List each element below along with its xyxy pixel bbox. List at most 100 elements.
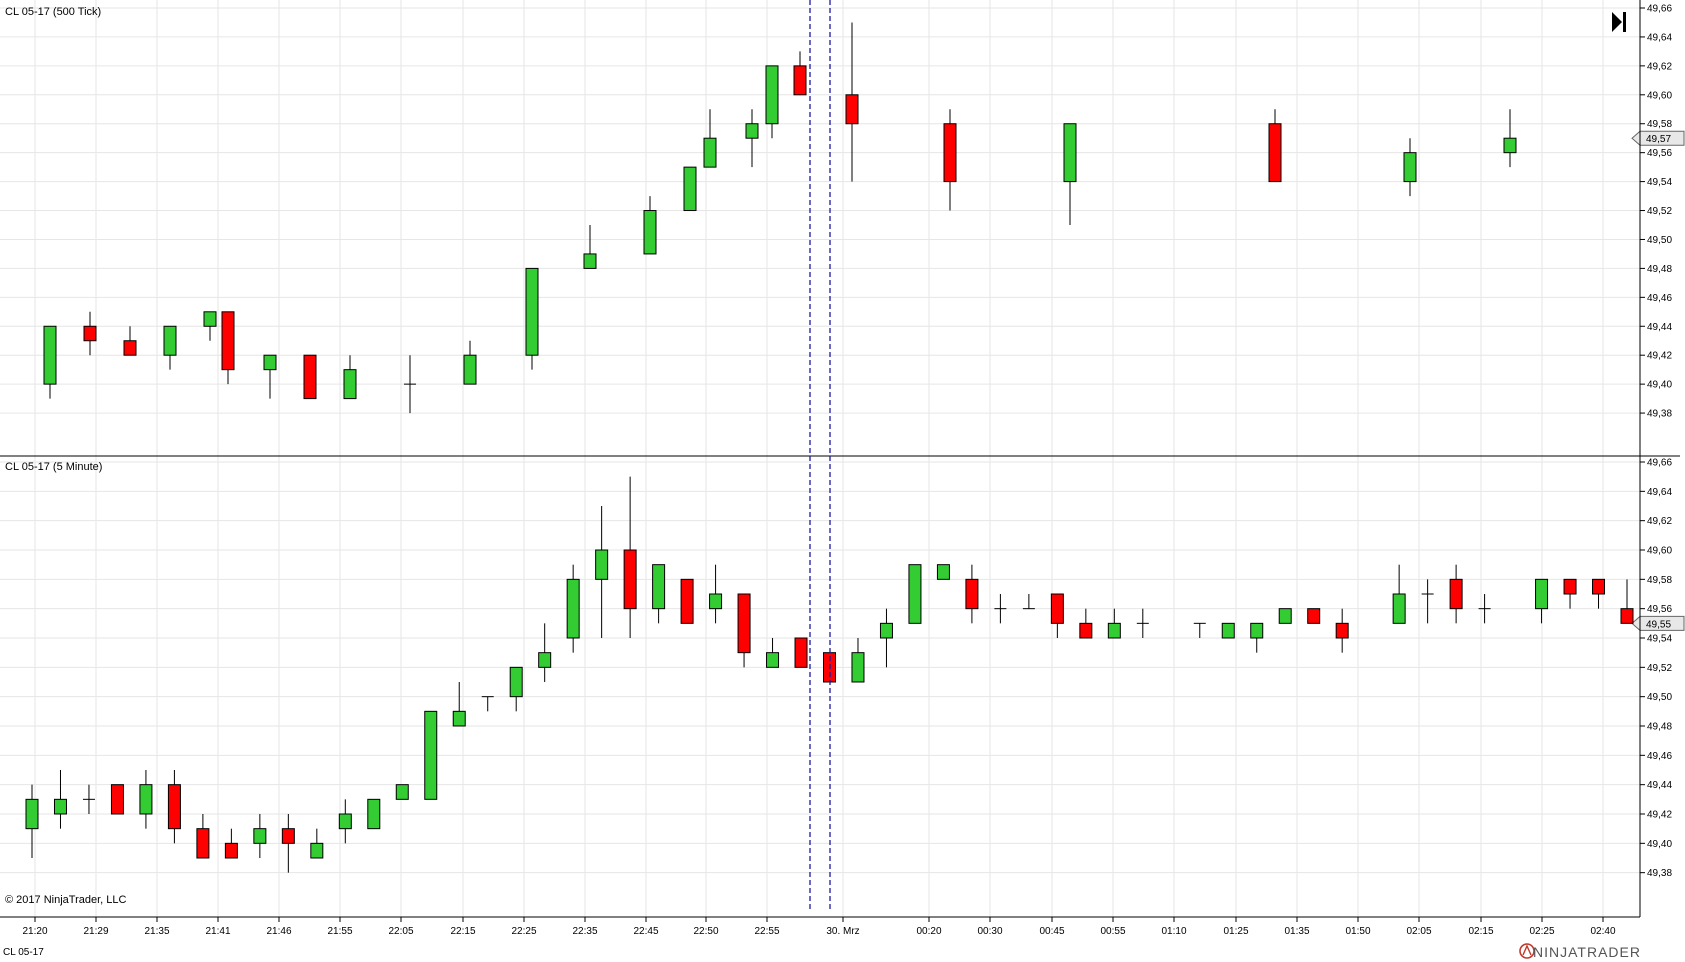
last-price-marker	[1631, 615, 1685, 631]
candle-up	[566, 578, 580, 639]
chart-tab-label[interactable]: CL 05-17	[3, 947, 44, 958]
candle-down	[1620, 608, 1634, 624]
candle-up	[263, 354, 277, 371]
candle-up	[936, 564, 950, 580]
time-tick-label: 01:10	[1161, 926, 1186, 937]
time-tick-label: 21:29	[83, 926, 108, 937]
candle-up	[766, 652, 780, 668]
time-tick-label: 01:50	[1345, 926, 1370, 937]
time-tick-label: 02:40	[1590, 926, 1615, 937]
candle-up	[452, 710, 466, 727]
candle-down	[737, 593, 751, 654]
candle-down	[196, 828, 210, 859]
price-tick-label: 49,54	[1647, 634, 1672, 645]
skip-to-end-icon[interactable]	[1612, 12, 1626, 32]
time-tick-label: 22:45	[633, 926, 658, 937]
price-tick-label: 49,52	[1647, 663, 1672, 674]
price-tick-label: 49,48	[1647, 264, 1672, 275]
price-tick-label: 49,42	[1647, 351, 1672, 362]
candle-up	[463, 354, 477, 385]
candle-down	[794, 637, 808, 668]
candle-up	[1278, 608, 1292, 624]
candle-down	[167, 784, 181, 830]
price-tick-label: 49,58	[1647, 119, 1672, 130]
candle-down	[281, 828, 295, 844]
time-tick-label: 21:46	[266, 926, 291, 937]
candle-up	[1403, 152, 1417, 183]
candle-down	[110, 784, 124, 815]
price-tick-label: 49,48	[1647, 722, 1672, 733]
candle-up	[595, 549, 609, 580]
price-axis[interactable]: 49,38 49,40 49,42 49,44 49,46 49,48 49,50 49,52…	[1631, 4, 1685, 880]
candle-up	[1535, 578, 1549, 610]
price-tick-label: 49,40	[1647, 839, 1672, 850]
candle-up	[583, 253, 597, 269]
price-tick-label: 49,46	[1647, 293, 1672, 304]
price-tick-label: 49,64	[1647, 32, 1672, 43]
price-tick-label: 49,46	[1647, 751, 1672, 762]
price-tick-label: 49,62	[1647, 61, 1672, 72]
brand-name: NINJATRADER	[1533, 944, 1641, 960]
price-tick-label: 49,62	[1647, 516, 1672, 527]
time-tick-label: 22:55	[754, 926, 779, 937]
candle-up	[139, 784, 153, 815]
candle-up	[163, 325, 177, 356]
time-tick-label: 01:35	[1284, 926, 1309, 937]
candle-up	[395, 784, 409, 800]
time-tick-label: 02:15	[1468, 926, 1493, 937]
candle-down	[943, 123, 957, 183]
candle-up	[538, 652, 552, 668]
candle-up	[652, 564, 666, 610]
candle-up	[53, 798, 67, 815]
time-tick-label: 22:25	[511, 926, 536, 937]
price-tick-label: 49,56	[1647, 604, 1672, 615]
price-tick-label: 49,50	[1647, 235, 1672, 246]
time-tick-label: 22:05	[388, 926, 413, 937]
price-tick-label: 49,54	[1647, 177, 1672, 188]
time-tick-label: 21:20	[22, 926, 47, 937]
candle-down	[1563, 578, 1577, 595]
last-price-label: 49,55	[1646, 619, 1671, 630]
candles-layer	[25, 22, 1634, 873]
time-tick-label: 00:45	[1039, 926, 1064, 937]
price-tick-label: 49,40	[1647, 380, 1672, 391]
time-tick-label: 22:15	[450, 926, 475, 937]
time-tick-label: 22:35	[572, 926, 597, 937]
candle-up	[851, 652, 865, 683]
candle-down	[123, 340, 137, 356]
candle-up	[203, 311, 217, 327]
candle-down	[1335, 622, 1349, 639]
price-tick-label: 49,56	[1647, 148, 1672, 159]
candle-down	[680, 578, 694, 624]
time-axis[interactable]: 21:20 21:29 21:35 21:41 21:46 21:55 22:05 22:15…	[22, 917, 1616, 937]
price-tick-label: 49,44	[1647, 780, 1672, 791]
candle-up	[253, 828, 267, 844]
candle-up	[765, 65, 779, 125]
time-tick-label: 21:55	[327, 926, 352, 937]
time-tick-label: 22:50	[693, 926, 718, 937]
candle-up	[709, 593, 723, 610]
price-tick-label: 49,44	[1647, 322, 1672, 333]
candle-down	[965, 578, 979, 610]
price-tick-label: 49,64	[1647, 487, 1672, 498]
last-price-label: 49,57	[1646, 134, 1671, 145]
time-tick-label: 00:30	[977, 926, 1002, 937]
candle-up	[1250, 622, 1264, 639]
ninjatrader-logo-icon	[1519, 943, 1535, 959]
candle-down	[224, 842, 238, 859]
panel-1-title: CL 05-17 (500 Tick)	[5, 6, 101, 18]
candle-down	[845, 94, 859, 125]
candle-up	[1063, 123, 1077, 183]
time-tick-label: 02:25	[1529, 926, 1554, 937]
last-price-marker	[1631, 130, 1685, 146]
candle-up	[525, 267, 539, 356]
price-tick-label: 49,38	[1647, 868, 1672, 879]
candle-up	[1503, 137, 1517, 154]
price-tick-label: 49,66	[1647, 458, 1672, 469]
candle-up	[310, 842, 324, 859]
candle-up	[683, 166, 697, 212]
candle-down	[1268, 123, 1282, 183]
candle-up	[338, 813, 352, 830]
grid-layer	[0, 0, 1640, 917]
